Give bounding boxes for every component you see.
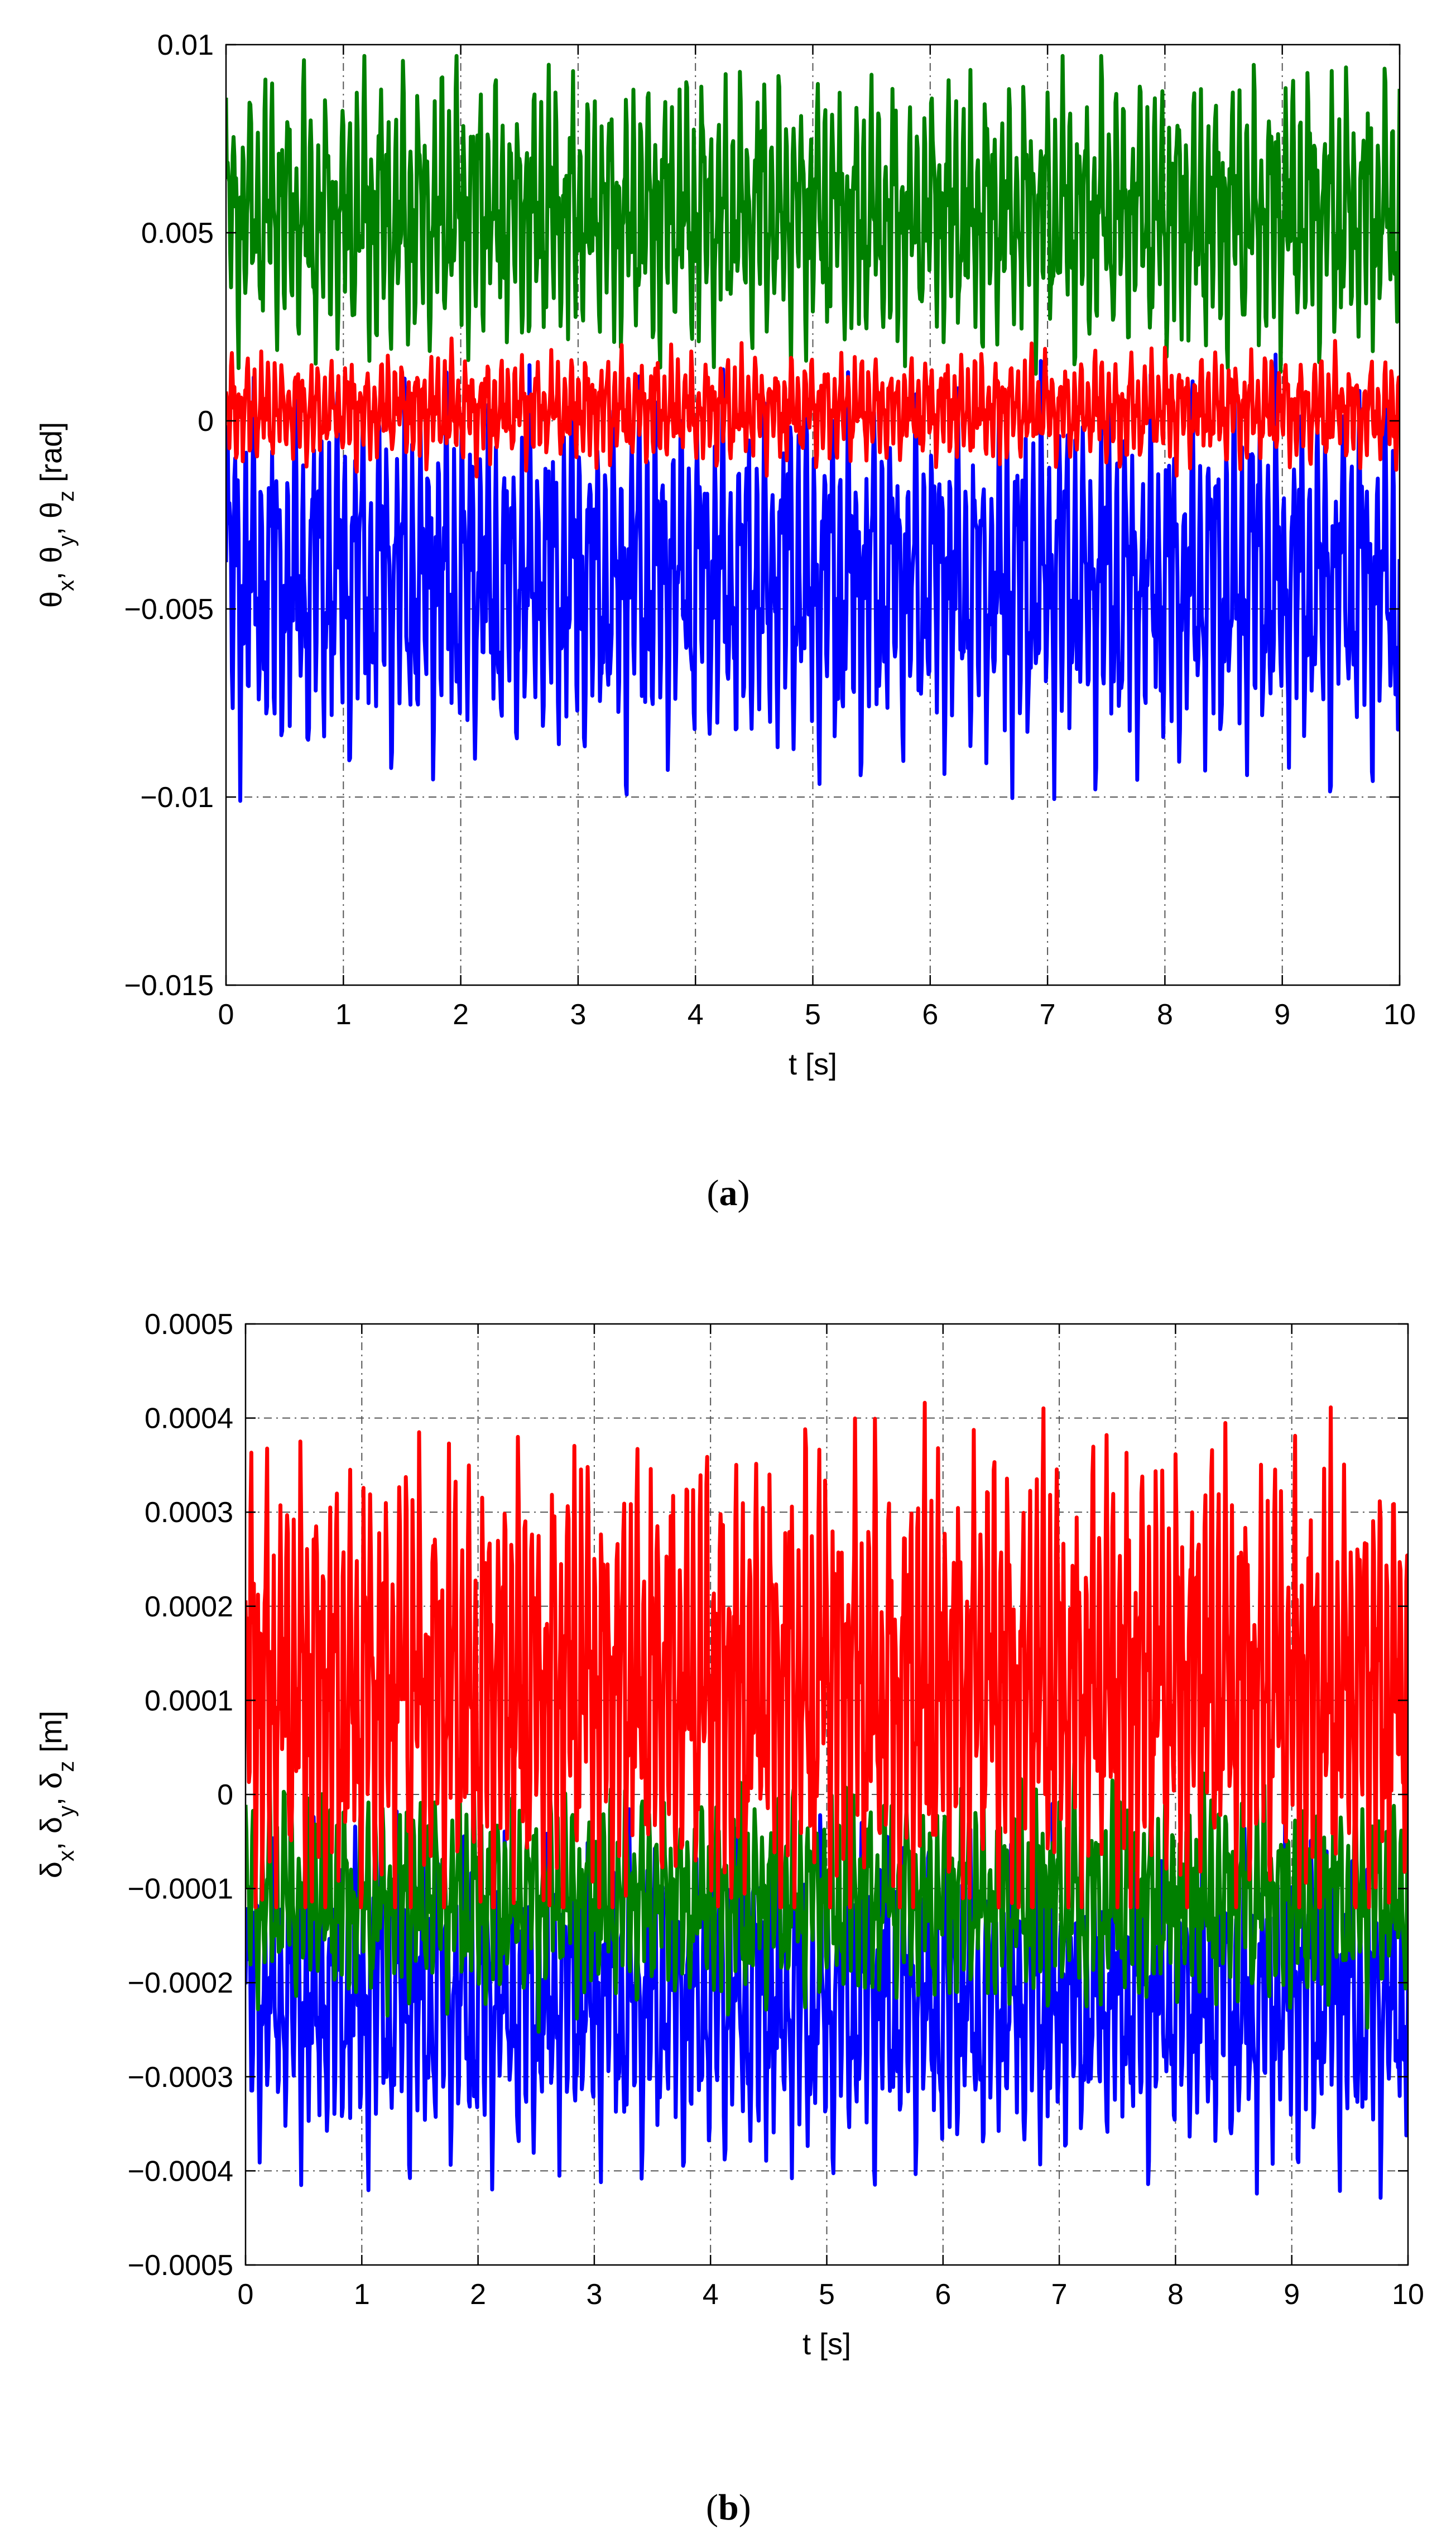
y-tick-label: 0.005 — [141, 217, 214, 249]
x-tick-label: 9 — [1274, 999, 1290, 1031]
series-line-3 — [246, 1400, 1408, 1909]
x-tick-label: 2 — [453, 999, 469, 1031]
x-tick-label: 10 — [1383, 999, 1416, 1031]
series-line-1 — [226, 352, 1400, 803]
y-tick-label: −0.0004 — [128, 2155, 233, 2187]
x-tick-label: 1 — [354, 2278, 370, 2311]
x-tick-label: 6 — [922, 999, 938, 1031]
y-tick-label: −0.0002 — [128, 1967, 233, 1999]
x-tick-label: 5 — [819, 2278, 835, 2311]
x-tick-label: 4 — [703, 2278, 719, 2311]
x-axis-label: t [s] — [789, 1048, 837, 1081]
y-tick-label: −0.0005 — [128, 2249, 233, 2282]
x-tick-label: 8 — [1167, 2278, 1184, 2311]
y-tick-label: −0.005 — [124, 593, 214, 626]
x-axis-label: t [s] — [803, 2327, 851, 2361]
x-tick-label: 9 — [1284, 2278, 1300, 2311]
x-tick-label: 3 — [586, 2278, 602, 2311]
x-tick-label: 7 — [1051, 2278, 1068, 2311]
x-tick-label: 0 — [238, 2278, 254, 2311]
x-tick-label: 8 — [1157, 999, 1173, 1031]
series-line-2 — [246, 1761, 1408, 2034]
y-tick-label: −0.015 — [124, 970, 214, 1002]
y-tick-label: −0.0003 — [128, 2061, 233, 2094]
caption-a: (a) — [707, 1173, 750, 1213]
y-tick-label: 0.0004 — [145, 1403, 233, 1435]
x-tick-label: 10 — [1392, 2278, 1424, 2311]
y-tick-label: 0 — [198, 405, 214, 438]
y-tick-label: 0.0003 — [145, 1496, 233, 1529]
x-tick-label: 0 — [218, 999, 234, 1031]
y-tick-label: 0 — [217, 1779, 233, 1811]
y-axis-label: θx, θy, θz [rad] — [35, 422, 79, 608]
x-tick-label: 1 — [335, 999, 352, 1031]
x-tick-label: 7 — [1040, 999, 1056, 1031]
series-line-3 — [226, 336, 1400, 479]
x-tick-label: 3 — [570, 999, 586, 1031]
x-tick-label: 5 — [805, 999, 821, 1031]
chart-panel-a: 0 1 2 3 4 5 6 7 8 9 10 0.01 0.005 0 −0.005 −0.01 −0.015 t… — [35, 29, 1416, 1081]
y-tick-label: 0.0001 — [145, 1684, 233, 1717]
y-tick-label: −0.0001 — [128, 1873, 233, 1906]
series-line-2 — [226, 54, 1400, 376]
x-tick-label: 4 — [688, 999, 704, 1031]
caption-b-label: b — [718, 2487, 739, 2528]
caption-b: (b) — [706, 2487, 751, 2528]
x-tick-label: 6 — [935, 2278, 951, 2311]
y-axis-label: δx, δy, δz [m] — [35, 1711, 79, 1878]
x-tick-label: 2 — [470, 2278, 486, 2311]
y-tick-label: −0.01 — [140, 781, 214, 814]
y-tick-label: 0.01 — [157, 29, 214, 61]
chart-panel-b: 0 1 2 3 4 5 6 7 8 9 10 0.0005 0.0004 0.0003 0.0002 0.00… — [35, 1308, 1424, 2361]
y-tick-label: 0.0002 — [145, 1591, 233, 1623]
y-tick-label: 0.0005 — [145, 1308, 233, 1341]
caption-a-label: a — [719, 1173, 738, 1213]
